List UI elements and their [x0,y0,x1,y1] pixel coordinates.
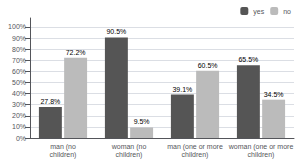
svg-text:woman (one or more: woman (one or more [228,143,294,151]
svg-text:70%: 70% [12,57,26,64]
svg-text:72.2%: 72.2% [66,49,86,56]
svg-text:0%: 0% [16,135,26,142]
svg-text:10%: 10% [12,123,26,130]
svg-text:60.5%: 60.5% [198,62,218,69]
svg-text:children): children) [182,151,209,159]
svg-text:yes: yes [253,8,264,16]
svg-text:children): children) [50,151,77,159]
svg-text:30%: 30% [12,101,26,108]
svg-text:man (one or more: man (one or more [167,143,223,151]
svg-text:90%: 90% [12,35,26,42]
svg-text:9.5%: 9.5% [134,118,150,125]
svg-text:50%: 50% [12,79,26,86]
svg-text:65.5%: 65.5% [238,56,258,63]
svg-text:children): children) [116,151,143,159]
svg-text:man (no: man (no [50,143,76,151]
svg-text:90.5%: 90.5% [106,28,126,35]
svg-text:27.8%: 27.8% [40,98,60,105]
svg-text:children): children) [248,151,275,159]
svg-text:60%: 60% [12,68,26,75]
svg-text:woman (no: woman (no [111,143,147,151]
svg-text:34.5%: 34.5% [264,91,284,98]
svg-text:39.1%: 39.1% [172,86,192,93]
svg-text:80%: 80% [12,46,26,53]
svg-text:no: no [283,8,291,15]
svg-text:100%: 100% [8,23,26,30]
svg-text:40%: 40% [12,90,26,97]
svg-text:20%: 20% [12,112,26,119]
